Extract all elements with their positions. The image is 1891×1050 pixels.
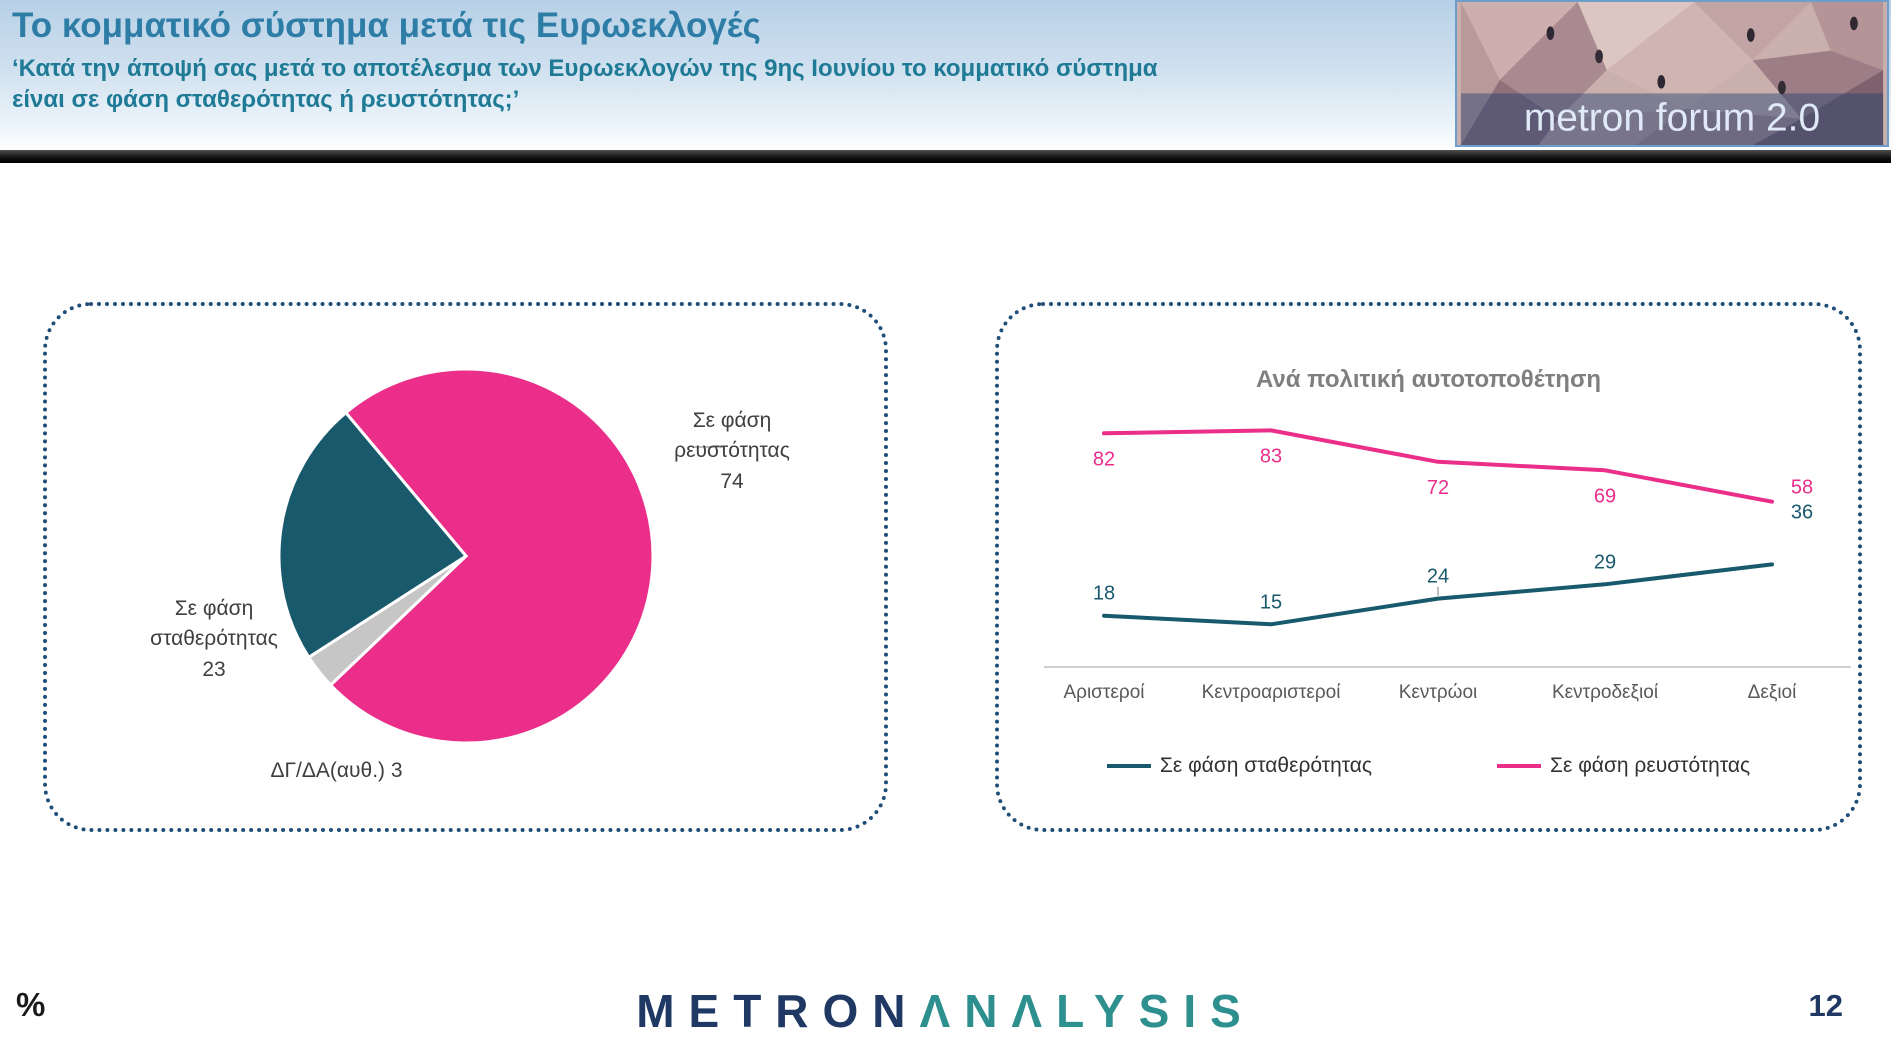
pie-chart	[277, 367, 723, 745]
data-label: 69	[1594, 485, 1616, 507]
brand-metron: METRON	[636, 985, 920, 1037]
data-label: 83	[1260, 445, 1282, 467]
category-label: Αριστεροί	[1063, 682, 1145, 703]
line-chart-title: Ανά πολιτική αυτοτοποθέτηση	[1255, 366, 1602, 393]
pie-slice-0	[328, 367, 655, 745]
category-label: Κεντροδεξιοί	[1552, 682, 1659, 703]
pie-label-dk: ΔΓ/ΔΑ(αυθ.) 3	[270, 759, 403, 782]
person-figure	[1657, 74, 1666, 89]
header: Το κομματικό σύστημα μετά τις Ευρωεκλογέ…	[0, 0, 1891, 150]
metron-analysis-logo: METRONΛNΛLYSIS	[0, 984, 1891, 1038]
category-label: Δεξιοί	[1748, 682, 1797, 703]
logo-mosaic-image: metron forum 2.0	[1460, 2, 1884, 145]
legend-swatch	[1497, 764, 1542, 768]
pie-label-fluidity: Σε φάση ρευστότητας 74	[674, 409, 790, 493]
metron-forum-logo: metron forum 2.0	[1455, 0, 1889, 147]
page-title: Το κομματικό σύστημα μετά τις Ευρωεκλογέ…	[12, 6, 761, 45]
person-figure	[1778, 80, 1786, 95]
legend-label: Σε φάση ρευστότητας	[1550, 754, 1751, 777]
series-line-0	[1102, 562, 1774, 627]
line-chart: Αριστεροί Κεντροαριστεροί Κεντρώοι Κεντροδε…	[1044, 428, 1851, 703]
divider-bar	[0, 150, 1891, 163]
pie-slice-2	[277, 410, 469, 660]
person-figure	[1850, 16, 1858, 31]
line-chart-panel: Ανά πολιτική αυτοτοποθέτηση Αριστεροί Κεν…	[995, 302, 1862, 832]
person-figure	[1595, 49, 1603, 64]
chart-legend: Σε φάση σταθερότητας Σε φάση ρευστότητας	[999, 754, 1858, 778]
brand-analysis: ΛNΛLYSIS	[919, 985, 1255, 1037]
page-subtitle: ‘Κατά την άποψή σας μετά το αποτέλεσμα τ…	[12, 55, 1158, 114]
logo-text: metron forum 2.0	[1524, 96, 1820, 139]
data-label: 58	[1791, 477, 1813, 499]
legend-item-0: Σε φάση σταθερότητας	[1106, 754, 1373, 778]
series-line-1	[1102, 428, 1774, 504]
unit-label: %	[16, 986, 46, 1023]
legend-label: Σε φάση σταθερότητας	[1159, 754, 1373, 777]
person-figure	[1746, 28, 1755, 42]
page-number: 12	[1808, 988, 1843, 1023]
data-label: 15	[1260, 591, 1282, 613]
category-label: Κεντροαριστεροί	[1202, 682, 1342, 703]
legend-swatch	[1106, 764, 1151, 768]
legend-item-1: Σε φάση ρευστότητας	[1497, 754, 1750, 778]
data-label: 18	[1093, 583, 1115, 605]
pie-label-stability: Σε φάση σταθερότητας 23	[150, 597, 278, 681]
data-label: 29	[1594, 551, 1616, 573]
data-label: 72	[1427, 477, 1449, 499]
person-figure	[1546, 26, 1555, 40]
pie-chart-panel: Σε φάση ρευστότητας 74 Σε φάση σταθερότητας 2…	[43, 302, 888, 832]
header-text: Το κομματικό σύστημα μετά τις Ευρωεκλογέ…	[12, 6, 1432, 115]
data-label: 24	[1427, 566, 1449, 588]
category-label: Κεντρώοι	[1399, 682, 1478, 703]
data-label: 82	[1093, 448, 1115, 470]
data-label: 36	[1791, 501, 1813, 523]
